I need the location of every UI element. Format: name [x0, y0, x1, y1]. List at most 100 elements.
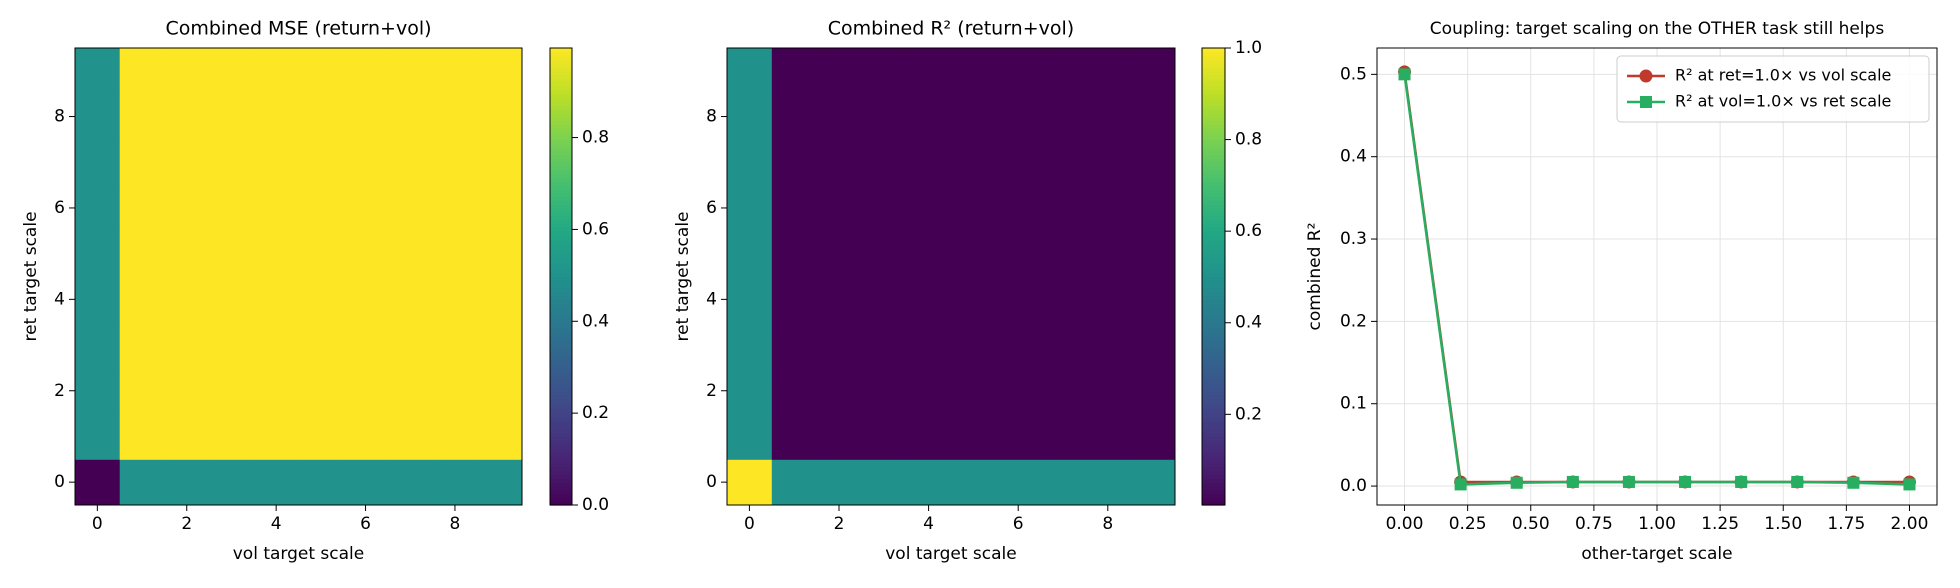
heatmap-cell: [816, 276, 862, 323]
heatmap-cell: [906, 413, 952, 460]
colorbar-frame: [549, 47, 573, 506]
colorbar-segment: [550, 223, 572, 228]
colorbar-tick-label: 0.6: [582, 219, 609, 239]
colorbar-segment: [550, 470, 572, 476]
heatmap-cell: [1040, 459, 1086, 506]
colorbar-segment: [550, 371, 572, 377]
colorbar-segment: [1202, 436, 1225, 441]
colorbar-frame: [1201, 47, 1226, 506]
heatmap-cell: [951, 185, 997, 232]
colorbar-segment: [1202, 345, 1225, 350]
axes-frame: [726, 47, 1176, 506]
colorbar-segment: [550, 367, 572, 373]
colorbar-segment: [1202, 207, 1225, 213]
heatmap-cell: [253, 230, 299, 277]
colorbar-segment: [1202, 337, 1225, 342]
heatmap-cell: [995, 322, 1042, 369]
heatmap-cell: [477, 93, 523, 140]
colorbar-segment: [1202, 497, 1225, 502]
heatmap-cell: [1130, 276, 1176, 323]
heatmap-cell: [477, 322, 523, 369]
colorbar-segment: [550, 257, 572, 262]
colorbar-segment: [550, 390, 572, 396]
chart-title: Combined R² (return+vol): [828, 18, 1074, 40]
colorbar-segment: [550, 272, 572, 278]
heatmap-cell: [727, 459, 773, 506]
heatmap-cell: [387, 230, 434, 277]
colorbar-segment: [1202, 86, 1225, 91]
colorbar-segment: [1202, 326, 1225, 331]
colorbar-segment: [1202, 196, 1225, 201]
colorbar-segment: [1202, 287, 1225, 293]
colorbar-segment: [550, 280, 572, 285]
colorbar-segment: [1202, 78, 1225, 83]
colorbar-segment: [1202, 173, 1225, 179]
colorbar-segment: [1202, 63, 1225, 68]
colorbar-segment: [1202, 238, 1225, 243]
y-axis-label: ret target scale: [673, 211, 693, 341]
colorbar-segment: [1202, 329, 1225, 335]
colorbar-segment: [1202, 192, 1225, 198]
colorbar-segment: [550, 386, 572, 392]
heatmap-cell: [387, 459, 434, 506]
colorbar-segment: [1202, 276, 1225, 281]
heatmap-cell: [387, 93, 434, 140]
colorbar-segment: [550, 493, 572, 498]
heatmap-cell: [1130, 185, 1176, 232]
heatmap-cell: [1085, 322, 1131, 369]
heatmap-cell: [253, 459, 299, 506]
colorbar-segment: [550, 74, 572, 80]
x-axis-label: other-target scale: [1581, 544, 1732, 564]
data-point: [1398, 68, 1411, 81]
heatmap-cell: [861, 48, 907, 95]
colorbar-segment: [550, 215, 572, 220]
colorbar-segment: [1202, 223, 1225, 228]
heatmap-cell: [477, 48, 523, 95]
colorbar-segment: [550, 345, 572, 350]
heatmap-cell: [164, 230, 210, 277]
heatmap-cell: [861, 93, 907, 140]
line-series: [1403, 74, 1910, 486]
colorbar-segment: [1202, 124, 1225, 129]
colorbar-segment: [550, 405, 572, 411]
heatmap-cell: [816, 322, 862, 369]
heatmap-cell: [477, 230, 523, 277]
heatmap-cell: [75, 93, 121, 140]
colorbar-segment: [1202, 158, 1225, 163]
heatmap-cell: [253, 139, 299, 186]
colorbar-segment: [550, 127, 572, 133]
heatmap-cell: [432, 230, 478, 277]
heatmap-cell: [771, 322, 818, 369]
y-tick-label: 6: [706, 198, 717, 218]
colorbar-tick-label: 0.2: [582, 403, 609, 423]
legend-label: R² at ret=1.0× vs vol scale: [1675, 66, 1891, 85]
heatmap-cell: [1130, 48, 1176, 95]
colorbar-segment: [1202, 185, 1225, 190]
colorbar-segment: [550, 425, 572, 430]
heatmap-cell: [432, 367, 478, 415]
heatmap-cell: [343, 93, 389, 140]
heatmap-cell: [164, 367, 210, 415]
x-tick-label: 4: [271, 514, 282, 534]
heatmap-cell: [771, 459, 818, 506]
heatmap-cell: [816, 413, 862, 460]
heatmap-cell: [477, 459, 523, 506]
heatmap-cell: [727, 230, 773, 277]
heatmap-cell: [771, 230, 818, 277]
heatmap-cell: [209, 185, 255, 232]
heatmap-cell: [164, 459, 210, 506]
heatmap-cell: [771, 367, 818, 415]
colorbar-segment: [1202, 371, 1225, 377]
colorbar-segment: [550, 63, 572, 68]
colorbar-segment: [550, 51, 572, 57]
x-tick-label: 8: [1102, 514, 1113, 534]
colorbar-segment: [550, 482, 572, 487]
heatmap-cell: [951, 367, 997, 415]
heatmap-cell: [951, 276, 997, 323]
heatmap-cell: [164, 93, 210, 140]
heatmap-cell: [119, 276, 165, 323]
colorbar-segment: [550, 276, 572, 281]
colorbar-segment: [1202, 485, 1225, 491]
heatmap-cell: [164, 413, 210, 460]
